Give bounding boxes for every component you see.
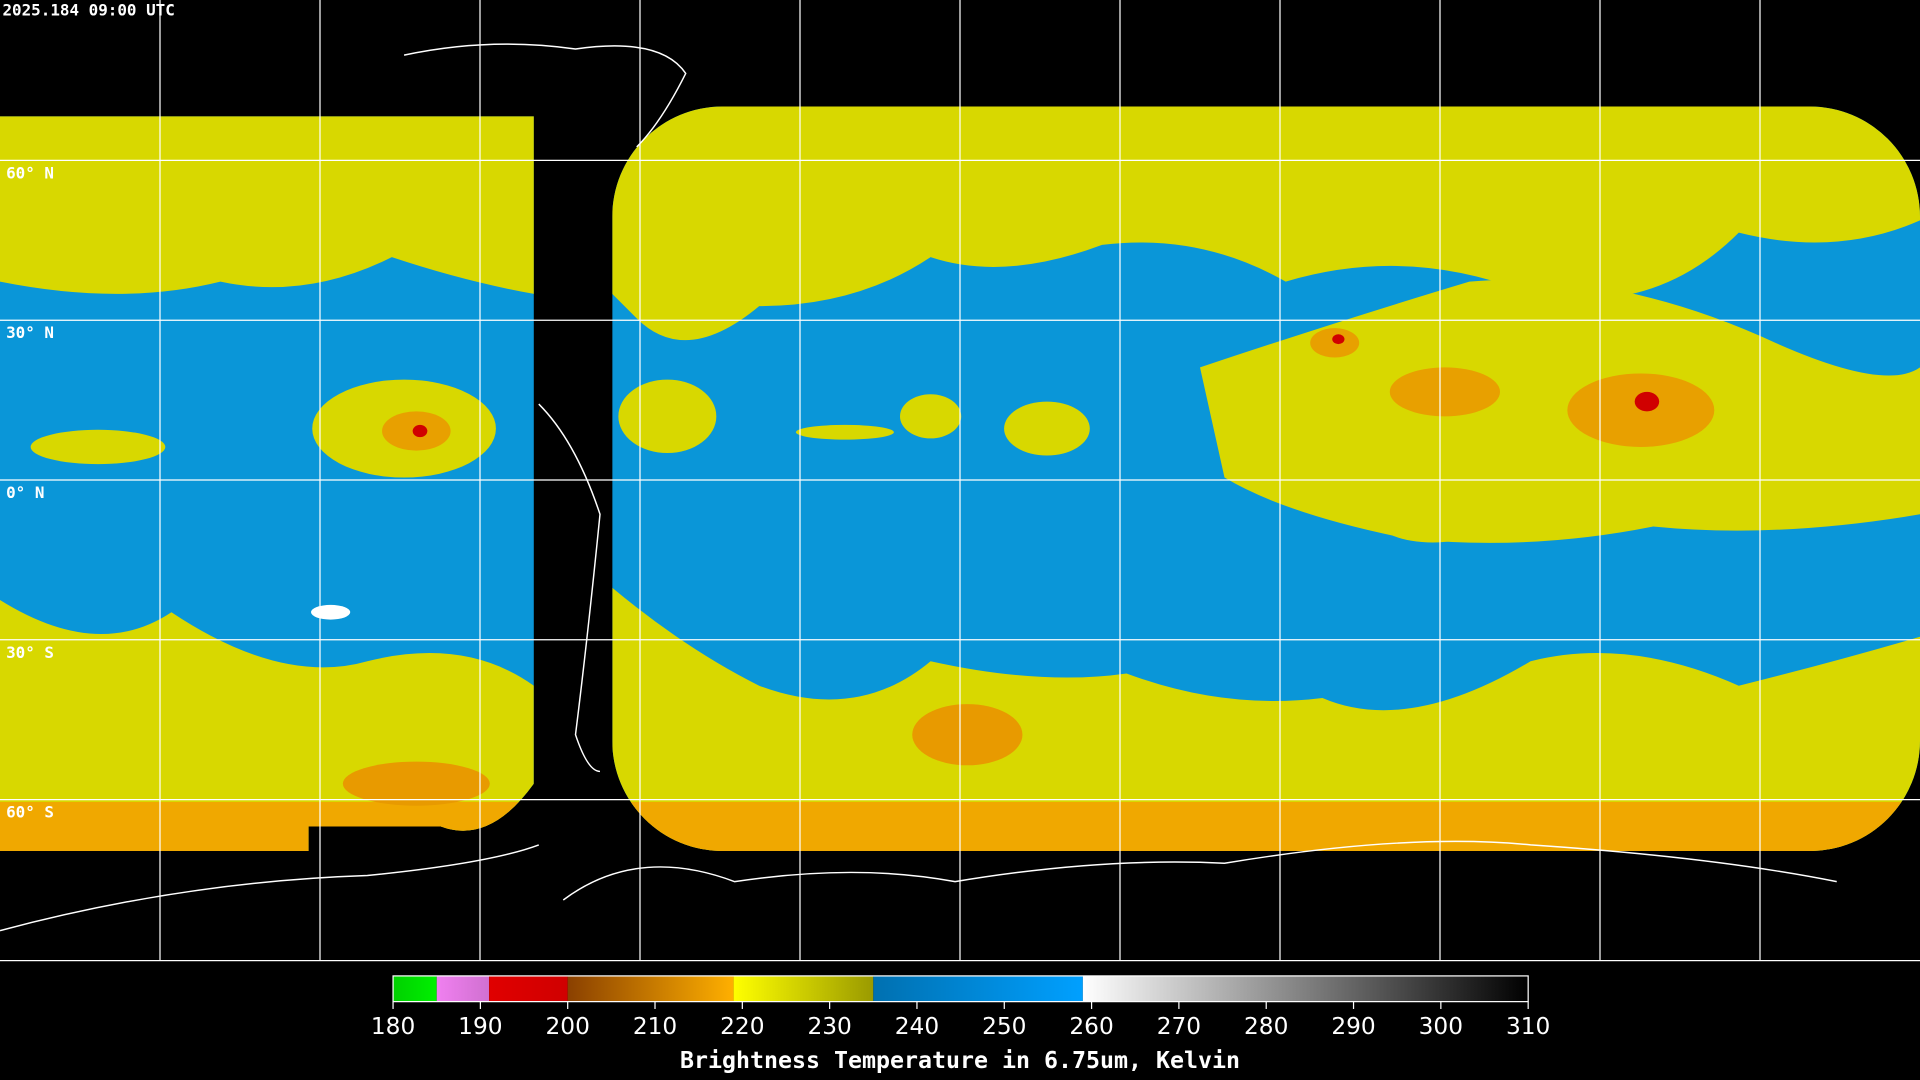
latitude-label: 60° S [6,803,54,822]
colorbar-segment [873,975,1083,1002]
colorbar-tick-label: 180 [371,1013,415,1040]
latitude-label: 60° N [6,163,54,182]
colorbar-tick-label: 300 [1419,1013,1463,1040]
colorbar-label: Brightness Temperature in 6.75um, Kelvin [680,1047,1240,1074]
colorbar-tick-label: 190 [458,1013,502,1040]
colorbar-segment [1082,975,1529,1002]
latitude-label: 30° S [6,643,54,662]
colorbar-segment [436,975,490,1002]
colorbar-segment [567,975,734,1002]
colorbar-frame [392,975,1529,1003]
colorbar-tick-label: 290 [1331,1013,1375,1040]
colorbar-segment [393,975,437,1002]
colorbar-tick-label: 220 [720,1013,764,1040]
colorbar: 180 190 200 210 220 230 240 250 260 270 280 290 300 3… [371,975,1550,1040]
colorbar-segment [733,975,874,1002]
colorbar-segment [489,975,568,1002]
map-border [0,960,1920,962]
colorbar-tick-label: 200 [545,1013,589,1040]
colorbar-tick-label: 240 [895,1013,939,1040]
graticule: 60° N 30° N 0° N 30° S 60° S [0,0,1920,960]
latitude-label: 30° N [6,323,54,342]
colorbar-tick-label: 260 [1069,1013,1113,1040]
colorbar-tick-label: 270 [1157,1013,1201,1040]
colorbar-tick-label: 230 [807,1013,851,1040]
coastlines [0,43,1837,932]
colorbar-tick-label: 280 [1244,1013,1288,1040]
colorbar-tick-label: 310 [1506,1013,1550,1040]
colorbar-tick-label: 250 [982,1013,1026,1040]
colorbar-tick-label: 210 [633,1013,677,1040]
timestamp: 2025.184 09:00 UTC [2,1,174,20]
latitude-label: 0° N [6,483,44,502]
